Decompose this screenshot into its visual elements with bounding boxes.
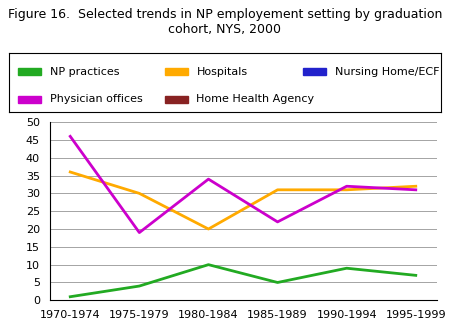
Text: Nursing Home/ECF: Nursing Home/ECF	[335, 67, 439, 77]
Bar	[18, 96, 41, 103]
Text: Physician offices: Physician offices	[50, 94, 142, 104]
Bar	[165, 68, 188, 75]
Bar	[18, 68, 41, 75]
Text: Home Health Agency: Home Health Agency	[197, 94, 315, 104]
Text: NP practices: NP practices	[50, 67, 119, 77]
Bar	[165, 96, 188, 103]
Bar	[303, 68, 326, 75]
Text: Hospitals: Hospitals	[197, 67, 248, 77]
Text: Figure 16.  Selected trends in NP employement setting by graduation
cohort, NYS,: Figure 16. Selected trends in NP employe…	[8, 8, 442, 36]
